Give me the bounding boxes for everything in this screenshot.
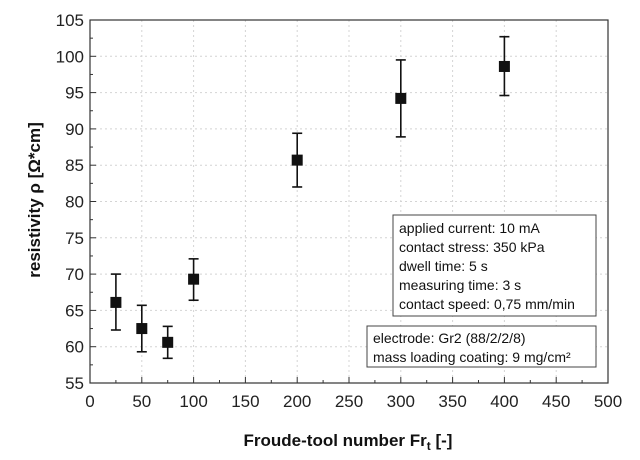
x-axis-title-subscript: t bbox=[427, 439, 431, 453]
note-measuring-time: measuring time: 3 s bbox=[399, 277, 521, 293]
x-axis-title-unit: [-] bbox=[431, 431, 453, 450]
x-tick-label: 250 bbox=[335, 392, 363, 411]
x-axis-title: Froude-tool number Frt [-] bbox=[244, 431, 453, 453]
y-tick-label: 100 bbox=[56, 47, 84, 66]
note-electrode: electrode: Gr2 (88/2/2/8) bbox=[373, 330, 526, 346]
x-tick-label: 450 bbox=[542, 392, 570, 411]
data-point bbox=[110, 296, 122, 308]
data-point bbox=[395, 92, 407, 104]
x-tick-label: 200 bbox=[283, 392, 311, 411]
x-tick-label: 100 bbox=[179, 392, 207, 411]
data-point bbox=[188, 273, 200, 285]
data-points bbox=[110, 60, 510, 348]
x-tick-label: 50 bbox=[132, 392, 151, 411]
y-tick-label: 75 bbox=[65, 229, 84, 248]
y-axis-title: resistivity ρ [Ω*cm] bbox=[25, 122, 44, 277]
x-tick-labels: 0 50 100 150 200 250 300 350 400 450 500 bbox=[85, 392, 622, 411]
x-tick-label: 300 bbox=[387, 392, 415, 411]
axis-ticks bbox=[89, 19, 609, 384]
x-tick-label: 0 bbox=[85, 392, 94, 411]
data-point bbox=[498, 60, 510, 72]
x-tick-label: 350 bbox=[438, 392, 466, 411]
y-tick-labels: 55 60 65 70 75 80 85 90 95 100 105 bbox=[56, 11, 84, 393]
y-tick-label: 105 bbox=[56, 11, 84, 30]
data-point bbox=[136, 323, 148, 335]
note-mass-loading: mass loading coating: 9 mg/cm² bbox=[373, 349, 571, 365]
y-tick-label: 60 bbox=[65, 338, 84, 357]
x-tick-label: 400 bbox=[490, 392, 518, 411]
electrode-info-box: electrode: Gr2 (88/2/2/8) mass loading c… bbox=[366, 325, 597, 368]
note-applied-current: applied current: 10 mA bbox=[399, 220, 541, 236]
test-conditions-box: applied current: 10 mA contact stress: 3… bbox=[392, 214, 597, 317]
x-tick-label: 500 bbox=[594, 392, 622, 411]
data-point bbox=[162, 336, 174, 348]
data-point bbox=[291, 154, 303, 166]
x-tick-label: 150 bbox=[231, 392, 259, 411]
note-contact-speed: contact speed: 0,75 mm/min bbox=[399, 296, 575, 312]
x-axis-title-main: Froude-tool number Fr bbox=[244, 431, 428, 450]
y-tick-label: 55 bbox=[65, 374, 84, 393]
test-conditions-box-frame bbox=[392, 214, 597, 317]
y-tick-label: 70 bbox=[65, 265, 84, 284]
electrode-info-box-frame bbox=[366, 325, 597, 368]
y-tick-label: 65 bbox=[65, 301, 84, 320]
y-tick-label: 90 bbox=[65, 120, 84, 139]
y-tick-label: 95 bbox=[65, 84, 84, 103]
y-tick-label: 80 bbox=[65, 193, 84, 212]
y-tick-label: 85 bbox=[65, 156, 84, 175]
note-contact-stress: contact stress: 350 kPa bbox=[399, 239, 545, 255]
note-dwell-time: dwell time: 5 s bbox=[399, 258, 488, 274]
